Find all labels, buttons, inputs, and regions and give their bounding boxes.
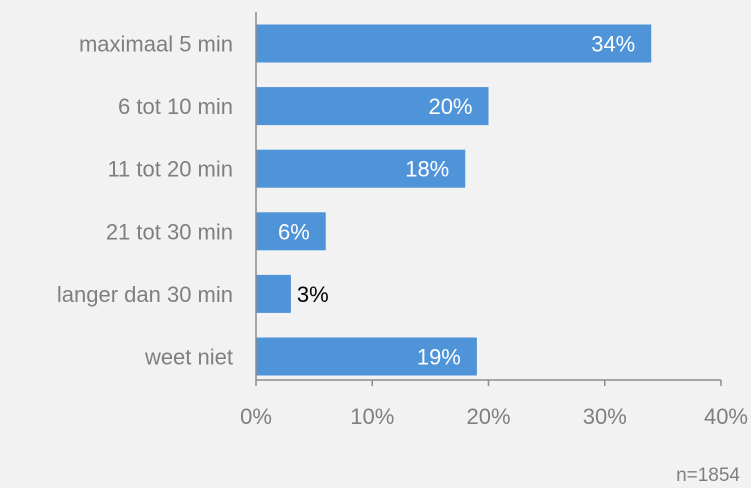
bar — [256, 24, 652, 63]
x-tick-label: 40% — [704, 404, 748, 429]
data-label: 34% — [591, 32, 635, 57]
x-tick-label: 10% — [350, 404, 394, 429]
category-label: langer dan 30 min — [57, 282, 233, 307]
data-label: 3% — [297, 282, 329, 307]
x-tick-label: 0% — [240, 404, 272, 429]
category-label: 11 tot 20 min — [107, 157, 233, 182]
data-label: 18% — [405, 157, 449, 182]
data-label: 19% — [417, 345, 461, 370]
category-label: 6 tot 10 min — [118, 94, 233, 119]
category-labels: maximaal 5 min 6 tot 10 min 11 tot 20 min 2… — [57, 32, 233, 370]
x-tick-label: 20% — [466, 404, 510, 429]
data-label: 20% — [428, 94, 472, 119]
category-label: maximaal 5 min — [79, 32, 233, 57]
bar — [256, 87, 489, 126]
data-label: 6% — [278, 219, 310, 244]
bar — [256, 337, 477, 376]
value-labels: 34% 20% 18% 6% 3% 19% — [278, 32, 635, 370]
bars-layer — [256, 24, 652, 376]
axes: 0% 10% 20% 30% 40% — [240, 12, 748, 429]
bar — [256, 274, 291, 313]
category-label: 21 tot 30 min — [106, 219, 233, 244]
sample-size-note: n=1854 — [676, 465, 740, 486]
bar — [256, 149, 466, 188]
bar — [256, 212, 326, 251]
x-tick-label: 30% — [583, 404, 627, 429]
category-label: weet niet — [144, 345, 233, 370]
